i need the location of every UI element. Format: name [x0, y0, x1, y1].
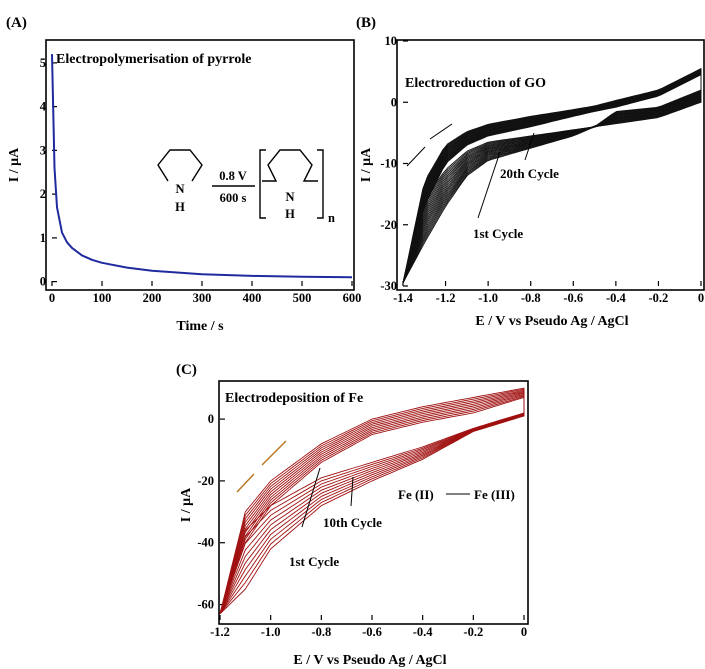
panel-a: (A) Electropolymerisation of pyrrole 0 10… — [6, 15, 361, 334]
panel-a-ytick-label: 2 — [40, 187, 46, 201]
panel-c-ytick-label: -60 — [197, 598, 214, 612]
panel-b-ytick-label: -10 — [380, 157, 397, 171]
panel-a-xtick-label: 200 — [143, 291, 162, 305]
right-bracket-icon — [317, 149, 324, 219]
panel-c-frame — [218, 380, 529, 625]
panel-c-first-cycle-pointer — [301, 467, 321, 528]
panel-b-title: Electroreduction of GO — [405, 76, 546, 91]
panel-c-xlabel: E / V vs Pseudo Ag / AgCl — [293, 653, 446, 668]
panel-c-cycle-7 — [219, 390, 525, 614]
pyrrole-scheme: N H 0.8 V 600 s N H n — [157, 149, 335, 225]
panel-a-xtick-label: 0 — [49, 291, 55, 305]
panel-b-first-cycle-pointer — [477, 151, 501, 219]
panel-a-ytick-label: 3 — [40, 143, 46, 157]
panel-c-cycle-6 — [219, 391, 525, 614]
panel-a-xtick-label: 500 — [293, 291, 312, 305]
panel-b-last-cycle-pointer — [524, 132, 535, 161]
scheme-condition-time: 600 s — [220, 191, 247, 205]
panel-b-xtick-label: -0.6 — [563, 291, 583, 305]
panel-a-xtick-label: 400 — [243, 291, 262, 305]
panel-b-label: (B) — [356, 15, 376, 31]
panel-b-xtick-label: -0.8 — [521, 291, 541, 305]
panel-b-xtick-label: 0 — [698, 291, 704, 305]
panel-c-title: Electrodeposition of Fe — [225, 391, 363, 406]
fe-iii-label: Fe (III) — [474, 487, 515, 502]
fe-ii-label: Fe (II) — [398, 487, 434, 502]
panel-b-xtick-label: -1.4 — [393, 291, 414, 305]
panel-b: (B) Electroreduction of GO -1.4 -1.2 -1.0-… — [356, 15, 705, 329]
panel-c-plot — [219, 387, 525, 615]
panel-c-xtick-label: 0 — [521, 625, 527, 639]
panel-a-plot — [51, 54, 353, 279]
panel-a-ytick-label: 1 — [40, 231, 46, 245]
panel-c-xtick-label: -0.8 — [311, 625, 331, 639]
panel-a-ytick-label: 5 — [40, 56, 46, 70]
panel-b-ytick-label: 0 — [391, 95, 397, 109]
panel-a-ytick-label: 0 — [40, 275, 46, 289]
panel-b-xtick-label: -0.2 — [649, 291, 669, 305]
panel-b-ylabel: I / μA — [359, 147, 374, 182]
panel-c-xtick-label: -0.2 — [463, 625, 483, 639]
panel-c-ytick-label: -40 — [197, 536, 214, 550]
panel-c-cycle-10 — [219, 387, 525, 614]
panel-b-xtick-label: -1.2 — [436, 291, 456, 305]
panel-a-label: (A) — [6, 15, 27, 31]
panel-a-xtick-label: 300 — [193, 291, 212, 305]
polymer-hydrogen: H — [285, 207, 295, 221]
panel-c-xtick-label: -1.0 — [261, 625, 281, 639]
panel-a-title: Electropolymerisation of pyrrole — [56, 52, 251, 67]
panel-b-ticks: -1.4 -1.2 -1.0 -0.8 -0.6 -0.4 -0.2 0 10 0 -10 -20 -3… — [380, 34, 704, 305]
panel-c-first-cycle-label: 1st Cycle — [289, 554, 339, 569]
panel-c-last-cycle-pointer — [350, 476, 354, 507]
panel-c-scan-direction-dash-2 — [261, 440, 287, 466]
panel-b-frame — [396, 39, 705, 291]
panel-c-xtick-label: -0.6 — [362, 625, 382, 639]
panel-b-ytick-label: -30 — [380, 279, 397, 293]
panel-a-xlabel: Time / s — [176, 319, 224, 334]
panel-c-ytick-label: 0 — [208, 412, 214, 426]
pyrrole-monomer-ring-icon — [157, 149, 203, 182]
panel-a-frame — [45, 39, 355, 291]
scheme-condition-voltage: 0.8 V — [219, 169, 247, 183]
panel-c-ylabel: I / μA — [179, 487, 194, 522]
panel-c: (C) Electrodeposition of Fe -1.2 -1.0 -0.8… — [176, 362, 529, 668]
panel-c-xtick-label: -1.2 — [210, 625, 230, 639]
panel-b-xtick-label: -0.4 — [606, 291, 627, 305]
panel-b-plot — [402, 67, 702, 284]
polymer-nitrogen: N — [285, 190, 294, 204]
monomer-nitrogen: N — [175, 182, 184, 196]
panel-b-ytick-label: 10 — [385, 34, 398, 48]
panel-a-ylabel: I / μA — [7, 147, 22, 182]
panel-a-xtick-label: 600 — [343, 291, 362, 305]
panel-a-current-line — [51, 54, 353, 279]
panel-c-last-cycle-label: 10th Cycle — [323, 515, 382, 530]
panel-c-ytick-label: -20 — [197, 474, 214, 488]
panel-b-last-cycle-label: 20th Cycle — [500, 166, 559, 181]
polymer-repeat-n: n — [328, 211, 335, 225]
panel-b-scan-direction-dash-1 — [406, 146, 426, 167]
panel-b-xtick-label: -1.0 — [478, 291, 498, 305]
panel-a-xtick-label: 100 — [93, 291, 112, 305]
panel-b-xlabel: E / V vs Pseudo Ag / AgCl — [475, 314, 628, 329]
panel-c-xtick-label: -0.4 — [413, 625, 434, 639]
panel-b-ytick-label: -20 — [380, 218, 397, 232]
panel-c-scan-direction-dash-1 — [236, 473, 255, 493]
panel-c-ticks: -1.2 -1.0 -0.8 -0.6 -0.4 -0.2 0 0 -20 -40 -60 — [197, 412, 527, 639]
left-bracket-icon — [259, 149, 266, 219]
panel-b-scan-direction-dash-2 — [429, 123, 453, 140]
polypyrrole-ring-icon — [262, 149, 318, 182]
monomer-hydrogen: H — [175, 200, 185, 214]
panel-b-first-cycle-label: 1st Cycle — [473, 226, 523, 241]
panel-c-label: (C) — [176, 362, 197, 378]
panel-a-ytick-label: 4 — [40, 100, 47, 114]
panel-b-cycle-20 — [402, 67, 702, 284]
